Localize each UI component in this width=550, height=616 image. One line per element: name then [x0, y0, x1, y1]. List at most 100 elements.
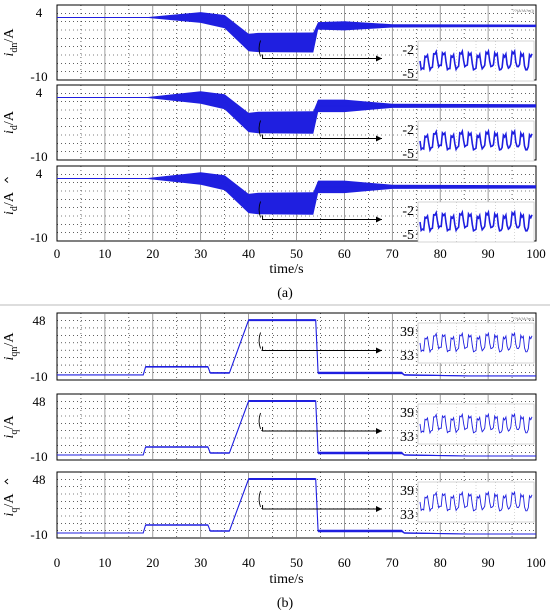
x-tick-label: 20 [146, 555, 159, 570]
zoom-bracket [258, 490, 261, 508]
y-axis-label-sub: d [9, 125, 20, 130]
inset-waveform [419, 490, 533, 513]
inset-value-label: -2 [402, 123, 414, 138]
signal-line [57, 96, 536, 124]
y-axis-label-sub: q [9, 430, 20, 435]
x-tick-label: 10 [98, 246, 111, 261]
panel-a-3: 4 -10 id/A -2 -5 [2, 165, 537, 245]
x-tick-label: 30 [194, 555, 207, 570]
x-tick-label: 50 [290, 555, 303, 570]
inset-value-label: -5 [402, 67, 414, 82]
signal-line [57, 319, 536, 377]
x-axis-label: time/s [269, 262, 303, 277]
y-tick-label-top: 48 [33, 313, 46, 328]
zoom-arrow [262, 215, 382, 223]
y-tick-label-bottom: -10 [30, 149, 47, 164]
y-axis-label-unit: /A [2, 28, 17, 43]
y-axis-label-sub: qn [9, 347, 20, 357]
y-axis-label-unit: /A [2, 493, 17, 508]
zoom-inset: 39 33 [400, 403, 535, 445]
inset-value-label: 33 [400, 430, 414, 445]
y-tick-label-top: 48 [33, 394, 46, 409]
y-tick-label-bottom: -10 [30, 449, 47, 464]
signal-line [57, 400, 536, 457]
y-axis-label-main: i [2, 356, 17, 360]
y-axis-label-main: i [2, 512, 17, 516]
y-tick-label-bottom: -10 [30, 230, 47, 245]
zoom-inset: -2 -5 [402, 120, 535, 162]
corner-note: ??(A?A?e(|) [513, 8, 535, 13]
x-tick-label: 50 [290, 246, 303, 261]
x-tick-label: 80 [434, 246, 447, 261]
y-axis-label: iqn/A [2, 332, 20, 361]
chart-a: 4-10idn/A-2-54-10id/A-2-54-10id/A-2-5??(… [2, 4, 546, 301]
inset-value-label: 39 [400, 484, 414, 499]
y-axis-label-main: i [2, 130, 17, 134]
zoom-arrow [262, 134, 382, 142]
y-tick-label-top: 48 [33, 472, 46, 487]
x-tick-label: 40 [242, 246, 255, 261]
x-tick-label: 80 [434, 555, 447, 570]
y-axis-label-unit: /A [2, 415, 17, 430]
inset-value-label: 39 [400, 325, 414, 340]
x-tick-label: 70 [386, 555, 399, 570]
y-axis-label-unit: /A [2, 191, 17, 206]
figure-caption: (b) [277, 596, 294, 611]
x-tick-label: 90 [482, 555, 495, 570]
inset-waveform [419, 412, 533, 435]
panel-b-1: 48 -10 iqn/A 39 33 [2, 312, 537, 384]
x-tick-label: 40 [242, 555, 255, 570]
zoom-arrow [262, 427, 382, 434]
y-axis-label-sub: q [9, 508, 20, 513]
y-axis-label-unit: /A [2, 332, 17, 347]
y-tick-label-top: 4 [36, 85, 43, 100]
y-tick-label-bottom: -10 [30, 527, 47, 542]
x-tick-label: 60 [338, 246, 351, 261]
y-axis-label: idn/A [2, 28, 20, 57]
figure-caption: (a) [277, 286, 293, 301]
zoom-bracket [258, 332, 261, 349]
inset-waveform [419, 331, 533, 354]
inset-value-label: -5 [402, 228, 414, 243]
panel-a-1: 4 -10 idn/A -2 -5 [2, 4, 537, 84]
x-tick-label: 60 [338, 555, 351, 570]
panel-a-2: 4 -10 id/A -2 -5 [2, 84, 537, 164]
zoom-bracket [258, 201, 261, 218]
panel-b-2: 48 -10 iq/A 39 33 [2, 393, 537, 464]
y-axis-label: id/A [2, 110, 20, 134]
x-tick-label: 30 [194, 246, 207, 261]
inset-value-label: 33 [400, 508, 414, 523]
x-tick-label: 0 [54, 246, 61, 261]
corner-note: ??(A?A?e(|) [513, 316, 535, 321]
x-tick-label: 10 [98, 555, 111, 570]
zoom-arrow [262, 346, 382, 354]
inset-waveform [419, 128, 533, 153]
panel-b-3: 48 -10 iq/A 39 33 [2, 471, 537, 542]
zoom-bracket [258, 412, 261, 430]
y-tick-label-top: 4 [36, 166, 43, 181]
signal-line [57, 478, 536, 535]
x-axis-label: time/s [269, 572, 303, 587]
hat-mark [4, 478, 9, 485]
zoom-inset: 39 33 [400, 322, 535, 364]
signal-line [57, 177, 536, 205]
zoom-arrow [262, 54, 382, 62]
y-tick-label-top: 4 [36, 5, 43, 20]
inset-value-label: -5 [402, 147, 414, 162]
inset-value-label: 39 [400, 406, 414, 421]
y-tick-label-bottom: -10 [30, 69, 47, 84]
inset-waveform [419, 48, 533, 73]
x-tick-label: 100 [526, 246, 546, 261]
zoom-bracket [258, 40, 261, 57]
x-tick-label: 100 [526, 555, 546, 570]
zoom-bracket [258, 120, 261, 137]
inset-value-label: 33 [400, 349, 414, 364]
y-axis-label-sub: d [9, 206, 20, 211]
y-axis-label-main: i [2, 52, 17, 56]
y-axis-label-unit: /A [2, 110, 17, 125]
zoom-inset: 39 33 [400, 481, 535, 523]
zoom-inset: -2 -5 [402, 201, 535, 243]
x-tick-label: 20 [146, 246, 159, 261]
y-axis-label-main: i [2, 211, 17, 215]
